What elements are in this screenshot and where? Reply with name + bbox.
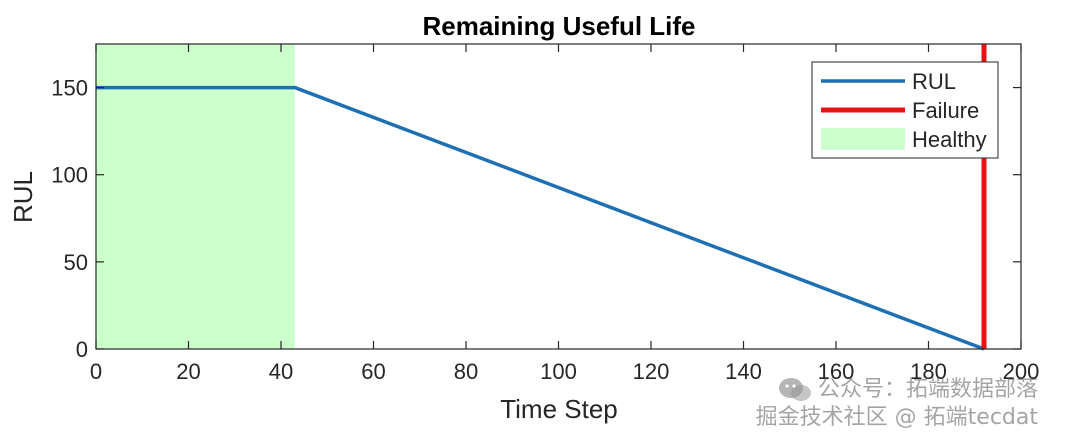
rul-line [96,85,985,351]
axes: 0 20 40 60 80 100 120 140 160 180 200 0 50 100 150 [51,43,1040,384]
x-tick-label: 140 [725,359,762,384]
legend-label-rul: RUL [912,69,956,94]
chart-title: Remaining Useful Life [422,11,695,41]
x-tick-label: 20 [176,359,200,384]
x-tick-label: 60 [361,359,385,384]
legend-label-healthy: Healthy [912,127,987,152]
y-axis-title: RUL [8,171,38,223]
legend-label-failure: Failure [912,98,979,123]
x-tick-label: 100 [540,359,577,384]
x-tick-label: 200 [1003,359,1040,384]
watermark: 公众号：拓端数据部落 掘金技术社区 @ 拓端tecdat [756,376,1038,432]
x-tick-label: 160 [818,359,855,384]
x-tick-label: 40 [269,359,293,384]
watermark-line1: 公众号：拓端数据部落 [817,377,1038,402]
x-tick-label: 0 [90,359,102,384]
x-tick-label: 180 [910,359,947,384]
y-tick-label: 100 [51,163,88,188]
y-tick-label: 50 [64,250,88,275]
legend: RUL Failure Healthy [811,61,999,159]
x-axis-title: Time Step [500,394,618,424]
healthy-region [96,44,295,349]
x-tick-label: 80 [454,359,478,384]
y-tick-label: 0 [76,337,88,362]
y-tick-label: 150 [51,76,88,101]
wechat-icon [778,378,811,401]
x-tick-label: 120 [633,359,670,384]
watermark-line2: 掘金技术社区 @ 拓端tecdat [755,405,1038,430]
legend-swatch-healthy [821,128,905,150]
